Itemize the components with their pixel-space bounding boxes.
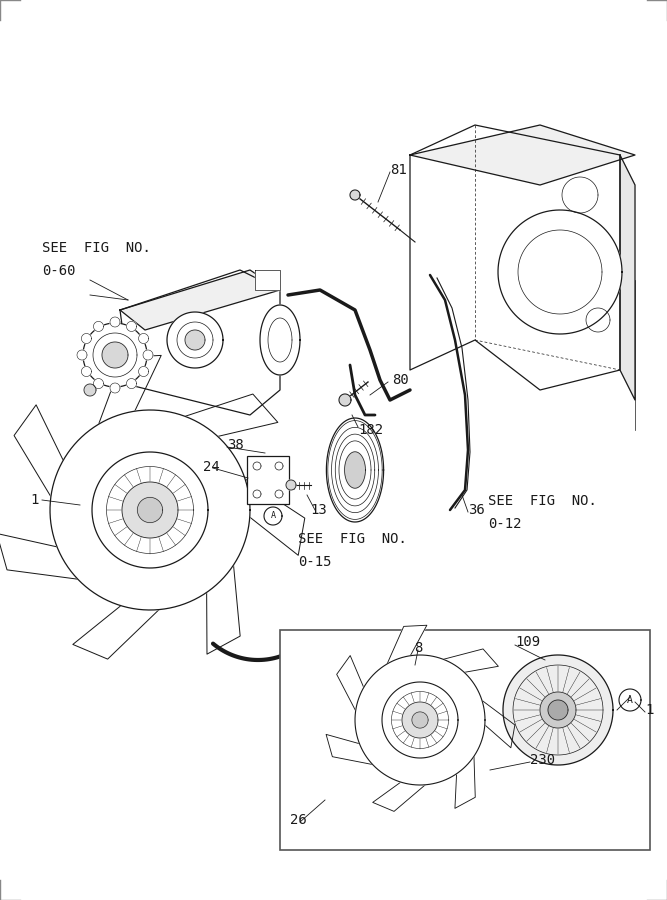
Polygon shape [255,270,280,290]
Polygon shape [337,655,366,716]
Polygon shape [81,366,91,376]
Polygon shape [73,602,165,659]
Polygon shape [275,490,283,498]
Text: 1: 1 [30,493,39,507]
Polygon shape [326,734,378,766]
Text: 0-60: 0-60 [42,264,75,278]
Polygon shape [438,649,498,673]
Polygon shape [382,682,458,758]
Polygon shape [260,305,300,375]
Polygon shape [385,626,427,670]
Polygon shape [92,452,208,568]
Polygon shape [253,490,261,498]
Text: 230: 230 [530,753,555,767]
Polygon shape [93,333,137,377]
Polygon shape [326,418,384,522]
Polygon shape [120,270,280,330]
Text: 38: 38 [227,438,243,452]
Polygon shape [610,706,618,714]
Polygon shape [120,270,280,415]
Polygon shape [498,210,622,334]
Polygon shape [540,692,576,728]
Polygon shape [110,383,120,393]
Polygon shape [586,308,610,332]
Polygon shape [77,350,87,360]
Polygon shape [0,534,86,580]
Polygon shape [177,322,213,358]
Polygon shape [503,655,613,765]
Text: 0-12: 0-12 [488,517,522,531]
Text: 0-15: 0-15 [298,555,331,569]
Polygon shape [81,334,91,344]
Polygon shape [139,334,149,344]
Polygon shape [122,482,178,538]
Polygon shape [238,474,305,555]
Text: 24: 24 [203,460,219,474]
Polygon shape [137,498,163,523]
Text: 36: 36 [468,503,485,517]
Polygon shape [167,312,223,368]
Polygon shape [275,462,283,470]
Polygon shape [102,342,128,368]
Polygon shape [177,394,278,437]
Polygon shape [402,702,438,738]
Polygon shape [339,394,351,406]
Text: 26: 26 [290,813,307,827]
Polygon shape [110,317,120,327]
Polygon shape [83,323,147,387]
Text: SEE  FIG  NO.: SEE FIG NO. [42,241,151,255]
Polygon shape [264,507,282,525]
Bar [247,456,289,504]
Polygon shape [562,177,598,213]
Polygon shape [478,697,515,748]
Text: A: A [627,695,633,705]
Polygon shape [620,155,635,400]
Text: 182: 182 [358,423,383,437]
Polygon shape [355,655,485,785]
Text: A: A [271,511,275,520]
Polygon shape [410,125,620,390]
Text: 81: 81 [390,163,407,177]
Polygon shape [185,330,205,350]
Polygon shape [127,379,137,389]
Polygon shape [93,379,103,389]
Polygon shape [410,125,635,185]
Text: SEE  FIG  NO.: SEE FIG NO. [298,532,407,546]
Polygon shape [373,779,430,812]
Polygon shape [84,384,96,396]
Polygon shape [93,321,103,331]
Text: 109: 109 [515,635,540,649]
Polygon shape [286,480,296,490]
Text: SEE  FIG  NO.: SEE FIG NO. [488,494,597,508]
Text: 8: 8 [414,641,422,655]
Polygon shape [548,700,568,720]
Text: 13: 13 [310,503,327,517]
Text: 1: 1 [645,703,654,717]
Bar [280,630,650,850]
Polygon shape [14,405,66,504]
Text: 80: 80 [392,373,409,387]
Polygon shape [207,557,240,654]
Polygon shape [455,751,476,808]
Polygon shape [127,321,137,331]
Polygon shape [143,350,153,360]
Polygon shape [412,712,428,728]
Polygon shape [345,452,366,488]
Polygon shape [315,795,325,805]
Polygon shape [95,356,161,432]
Polygon shape [253,462,261,470]
Polygon shape [50,410,250,610]
Polygon shape [350,190,360,200]
Polygon shape [619,689,641,711]
Polygon shape [139,366,149,376]
